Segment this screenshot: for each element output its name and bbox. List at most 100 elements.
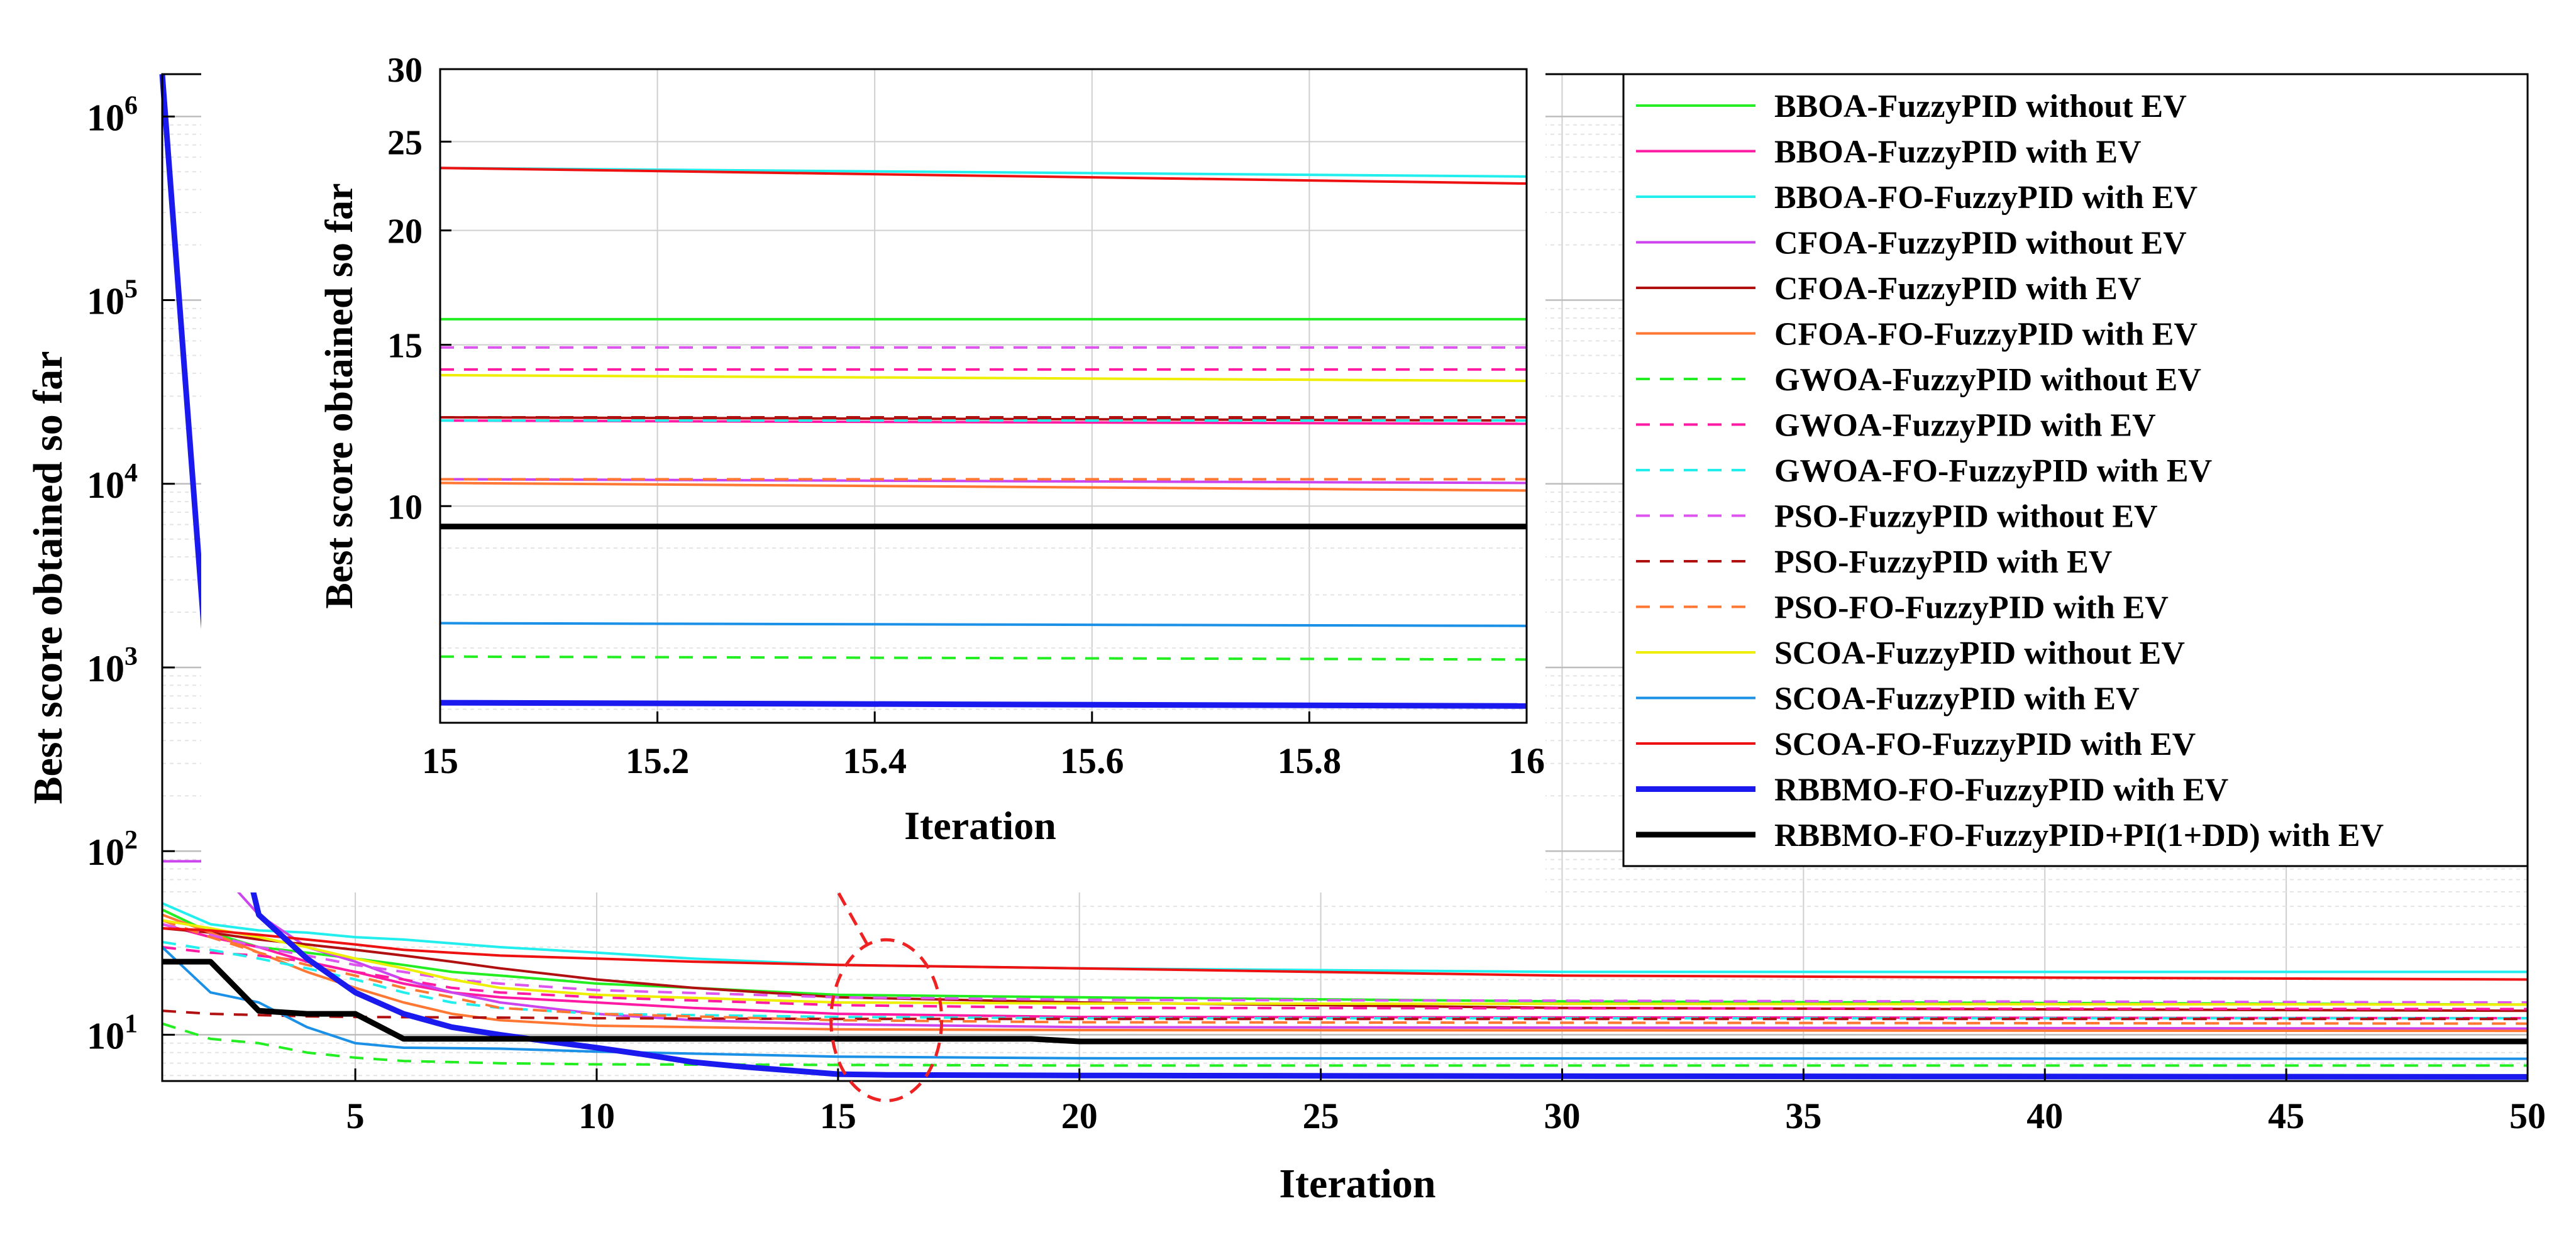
y-tick-exponent: 6 [124, 91, 138, 120]
inset-plot-area [440, 69, 1527, 723]
inset-x-tick-label: 15.4 [843, 740, 907, 781]
x-tick-label: 30 [1544, 1095, 1580, 1136]
y-tick-label: 103 [87, 642, 138, 689]
legend-label: GWOA-FuzzyPID with EV [1774, 408, 2156, 444]
y-tick-label: 104 [87, 459, 138, 506]
legend-item: SCOA-FuzzyPID without EV [1636, 635, 2185, 671]
x-tick-label: 5 [346, 1095, 365, 1136]
x-tick-label: 10 [578, 1095, 615, 1136]
legend-item: GWOA-FuzzyPID with EV [1636, 408, 2156, 444]
series-line-gwoa-fo-fuzzypid-with-ev [162, 940, 2528, 1020]
x-tick-label: 25 [1303, 1095, 1339, 1136]
inset-series-scoa-fuzzypid-with-ev [439, 622, 1527, 627]
legend-item: CFOA-FO-FuzzyPID with EV [1636, 317, 2197, 353]
zoom-callout-ellipse [829, 938, 944, 1102]
legend-label: CFOA-FuzzyPID with EV [1774, 271, 2142, 307]
series-line-scoa-fuzzypid-with-ev [161, 946, 2528, 1060]
legend-item: RBBMO-FO-FuzzyPID+PI(1+DD) with EV [1636, 818, 2384, 854]
legend-item: PSO-FO-FuzzyPID with EV [1636, 590, 2169, 626]
legend-item: CFOA-FuzzyPID without EV [1636, 226, 2187, 261]
inset-y-tick-label: 15 [387, 327, 423, 366]
y-tick-exponent: 4 [124, 459, 138, 488]
inset-x-tick-label: 15.6 [1060, 740, 1124, 781]
legend-box [1622, 73, 2529, 867]
y-tick-label: 102 [87, 826, 138, 873]
y-tick-label: 106 [87, 91, 138, 138]
series-line-bboa-fuzzypid-without-ev [162, 908, 2528, 1006]
series-line-pso-fuzzypid-without-ev [162, 923, 2528, 1004]
legend-label: CFOA-FuzzyPID without EV [1774, 226, 2187, 261]
series-line-rbbmo-fo-fuzzypid-pi-1-dd-with-ev [162, 958, 2528, 1045]
inset-y-tick-label: 30 [387, 51, 423, 90]
legend-item: SCOA-FO-FuzzyPID with EV [1636, 727, 2196, 762]
main-series-group [159, 74, 2528, 1080]
series-line-cfoa-fuzzypid-with-ev [162, 927, 2528, 1013]
legend-item: CFOA-FuzzyPID with EV [1636, 271, 2142, 307]
x-tick-label: 45 [2268, 1095, 2304, 1136]
inset-series-group [439, 167, 1527, 709]
legend-label: CFOA-FO-FuzzyPID with EV [1774, 317, 2197, 353]
x-tick-label: 20 [1061, 1095, 1098, 1136]
legend-item: BBOA-FO-FuzzyPID with EV [1636, 180, 2197, 216]
legend-label: RBBMO-FO-FuzzyPID with EV [1774, 772, 2228, 808]
y-tick-label: 101 [87, 1009, 138, 1057]
legend-label: SCOA-FuzzyPID with EV [1774, 681, 2140, 717]
legend-item: PSO-FuzzyPID without EV [1636, 499, 2158, 535]
legend-label: PSO-FO-FuzzyPID with EV [1774, 590, 2169, 626]
inset-x-tick-label: 16 [1508, 740, 1545, 781]
main-y-axis-label: Best score obtained so far [25, 351, 71, 804]
main-x-ticks: 5 10 15 20 25 30 35 40 45 50 [346, 1068, 2546, 1136]
inset-x-tick-label: 15 [422, 740, 458, 781]
legend-label: GWOA-FuzzyPID without EV [1774, 362, 2201, 398]
legend-label: PSO-FuzzyPID with EV [1774, 544, 2112, 580]
inset-y-tick-label: 10 [387, 488, 423, 527]
legend-label: GWOA-FO-FuzzyPID with EV [1774, 453, 2212, 489]
legend-label: RBBMO-FO-FuzzyPID+PI(1+DD) with EV [1774, 818, 2384, 854]
legend-item: RBBMO-FO-FuzzyPID with EV [1636, 772, 2228, 808]
series-line-gwoa-fuzzypid-with-ev [162, 946, 2528, 1011]
inset-y-axis-label: Best score obtained so far [318, 183, 361, 608]
legend: BBOA-FuzzyPID without EV BBOA-FuzzyPID wi… [1622, 73, 2529, 867]
inset-x-tick-label: 15.8 [1278, 740, 1342, 781]
legend-item: PSO-FuzzyPID with EV [1636, 544, 2112, 580]
main-x-axis-label: Iteration [1279, 1161, 1435, 1207]
series-line-scoa-fo-fuzzypid-with-ev [162, 927, 2528, 981]
inset-x-tick-label: 15.2 [626, 740, 690, 781]
inset-series-rbbmo-fo-fuzzypid-with-ev [439, 700, 1527, 709]
legend-item: SCOA-FuzzyPID with EV [1636, 681, 2140, 717]
y-tick-exponent: 2 [124, 826, 138, 855]
x-tick-label: 50 [2509, 1095, 2546, 1136]
series-line-rbbmo-fo-fuzzypid-with-ev [159, 74, 2528, 1080]
inset-axes-frame [439, 68, 1528, 724]
inset-y-ticks: 10 15 20 25 30 [387, 51, 451, 527]
legend-item: GWOA-FuzzyPID without EV [1636, 362, 2201, 398]
legend-item: BBOA-FuzzyPID without EV [1636, 89, 2187, 124]
legend-label: SCOA-FO-FuzzyPID with EV [1774, 727, 2196, 762]
legend-label: BBOA-FuzzyPID with EV [1774, 134, 2142, 170]
series-line-pso-fuzzypid-with-ev [162, 1009, 2528, 1021]
x-tick-label: 40 [2026, 1095, 2063, 1136]
inset-y-tick-label: 20 [387, 212, 423, 251]
inset-y-tick-label: 25 [387, 123, 423, 162]
legend-item: BBOA-FuzzyPID with EV [1636, 134, 2142, 170]
series-line-gwoa-fuzzypid-without-ev [162, 1022, 2528, 1067]
inset-x-axis-label: Iteration [904, 803, 1056, 848]
y-tick-label: 105 [87, 275, 138, 322]
x-tick-label: 15 [820, 1095, 856, 1136]
legend-label: PSO-FuzzyPID without EV [1774, 499, 2158, 535]
x-tick-label: 35 [1785, 1095, 1821, 1136]
inset-series-cfoa-fo-fuzzypid-with-ev [439, 481, 1527, 492]
legend-label: BBOA-FO-FuzzyPID with EV [1774, 180, 2197, 216]
inset-series-scoa-fo-fuzzypid-with-ev [439, 167, 1527, 185]
legend-item: GWOA-FO-FuzzyPID with EV [1636, 453, 2212, 489]
legend-label: BBOA-FuzzyPID without EV [1774, 89, 2187, 124]
y-tick-exponent: 5 [124, 275, 138, 304]
inset-x-ticks: 15 15.2 15.4 15.6 15.8 16 [422, 711, 1545, 781]
series-line-pso-fo-fuzzypid-with-ev [162, 919, 2528, 1025]
inset-series-scoa-fuzzypid-without-ev [439, 373, 1527, 383]
legend-label: SCOA-FuzzyPID without EV [1774, 635, 2185, 671]
y-tick-exponent: 3 [124, 642, 138, 671]
series-line-scoa-fuzzypid-without-ev [162, 919, 2528, 1006]
